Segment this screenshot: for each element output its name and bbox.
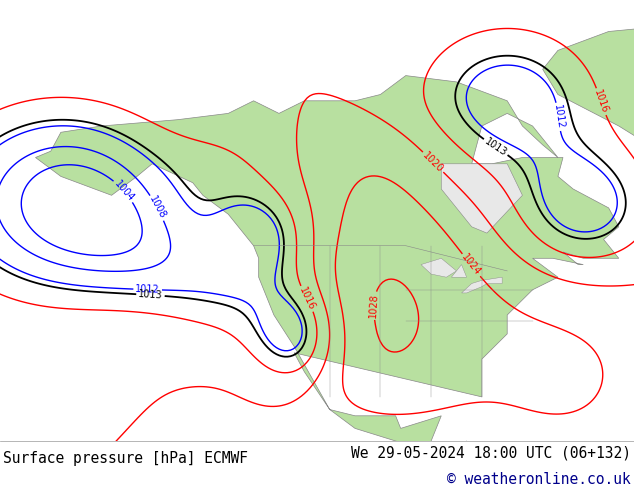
Text: Surface pressure [hPa] ECMWF: Surface pressure [hPa] ECMWF bbox=[3, 451, 248, 465]
Text: 1020: 1020 bbox=[421, 150, 446, 174]
Text: 1013: 1013 bbox=[482, 136, 508, 158]
Polygon shape bbox=[36, 75, 619, 490]
Text: 1016: 1016 bbox=[297, 286, 317, 312]
Polygon shape bbox=[543, 25, 634, 176]
Text: 1024: 1024 bbox=[460, 252, 482, 278]
Polygon shape bbox=[441, 164, 522, 233]
Text: 1008: 1008 bbox=[147, 195, 167, 221]
Polygon shape bbox=[421, 258, 456, 277]
Text: 1016: 1016 bbox=[592, 89, 610, 115]
Text: 1028: 1028 bbox=[368, 293, 380, 318]
Text: 1012: 1012 bbox=[135, 284, 160, 295]
Polygon shape bbox=[451, 265, 467, 277]
Text: 1013: 1013 bbox=[138, 289, 163, 301]
Polygon shape bbox=[462, 277, 502, 293]
Text: 1004: 1004 bbox=[112, 178, 136, 203]
Text: 1012: 1012 bbox=[552, 104, 566, 130]
Text: We 29-05-2024 18:00 UTC (06+132): We 29-05-2024 18:00 UTC (06+132) bbox=[351, 446, 631, 461]
Text: © weatheronline.co.uk: © weatheronline.co.uk bbox=[447, 472, 631, 487]
